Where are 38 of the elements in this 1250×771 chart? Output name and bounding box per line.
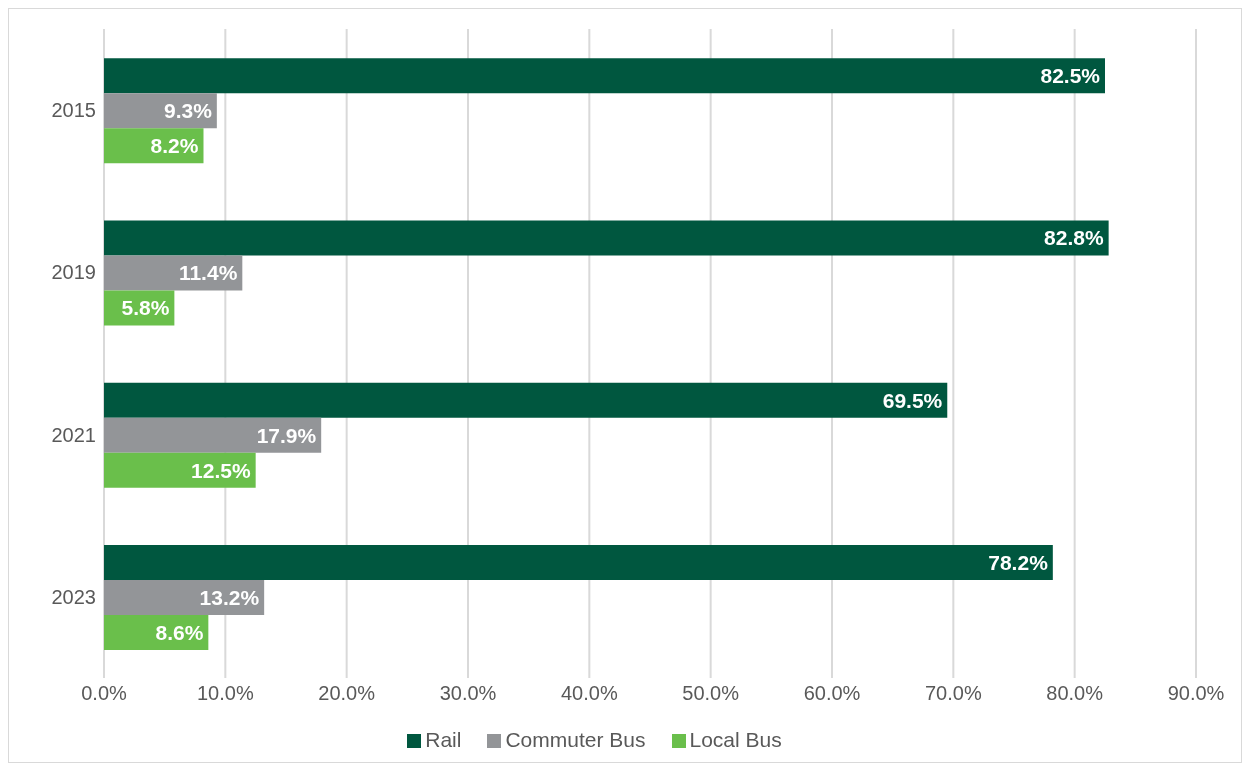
bar <box>104 220 1109 256</box>
data-label: 78.2% <box>988 550 1049 574</box>
bar <box>104 382 948 418</box>
x-tick-label: 30.0% <box>439 682 497 705</box>
y-tick-label: 2019 <box>51 261 96 284</box>
y-tick-label: 2021 <box>51 423 96 446</box>
legend-label: Rail <box>425 728 462 751</box>
data-label: 8.6% <box>155 620 204 644</box>
x-tick-label: 50.0% <box>682 682 740 705</box>
y-tick-label: 2023 <box>51 585 96 608</box>
x-tick-label: 90.0% <box>1167 682 1225 705</box>
data-label: 82.5% <box>1040 64 1101 88</box>
x-tick-label: 40.0% <box>560 682 618 705</box>
data-label: 5.8% <box>121 296 170 320</box>
legend-label: Commuter Bus <box>505 728 646 751</box>
data-label: 17.9% <box>256 423 317 447</box>
data-label: 13.2% <box>199 585 260 609</box>
x-tick-label: 70.0% <box>924 682 982 705</box>
x-tick-label: 10.0% <box>196 682 254 705</box>
data-label: 12.5% <box>191 458 251 482</box>
y-tick-label: 2015 <box>51 99 96 122</box>
x-tick-label: 80.0% <box>1046 682 1104 705</box>
x-tick-label: 20.0% <box>318 682 376 705</box>
bar <box>104 579 265 615</box>
bar <box>104 58 1105 94</box>
data-label: 8.2% <box>150 134 199 158</box>
x-tick-label: 0.0% <box>81 682 128 705</box>
data-label: 9.3% <box>163 99 213 123</box>
bar <box>104 417 322 453</box>
x-tick-label: 60.0% <box>803 682 861 705</box>
data-label: 69.5% <box>882 388 943 412</box>
bar <box>104 544 1053 580</box>
data-label: 82.8% <box>1044 226 1104 250</box>
bar <box>104 255 243 291</box>
bar <box>104 93 217 129</box>
bar <box>104 452 256 488</box>
legend-label: Local Bus <box>689 728 782 751</box>
data-label: 11.4% <box>178 261 238 285</box>
